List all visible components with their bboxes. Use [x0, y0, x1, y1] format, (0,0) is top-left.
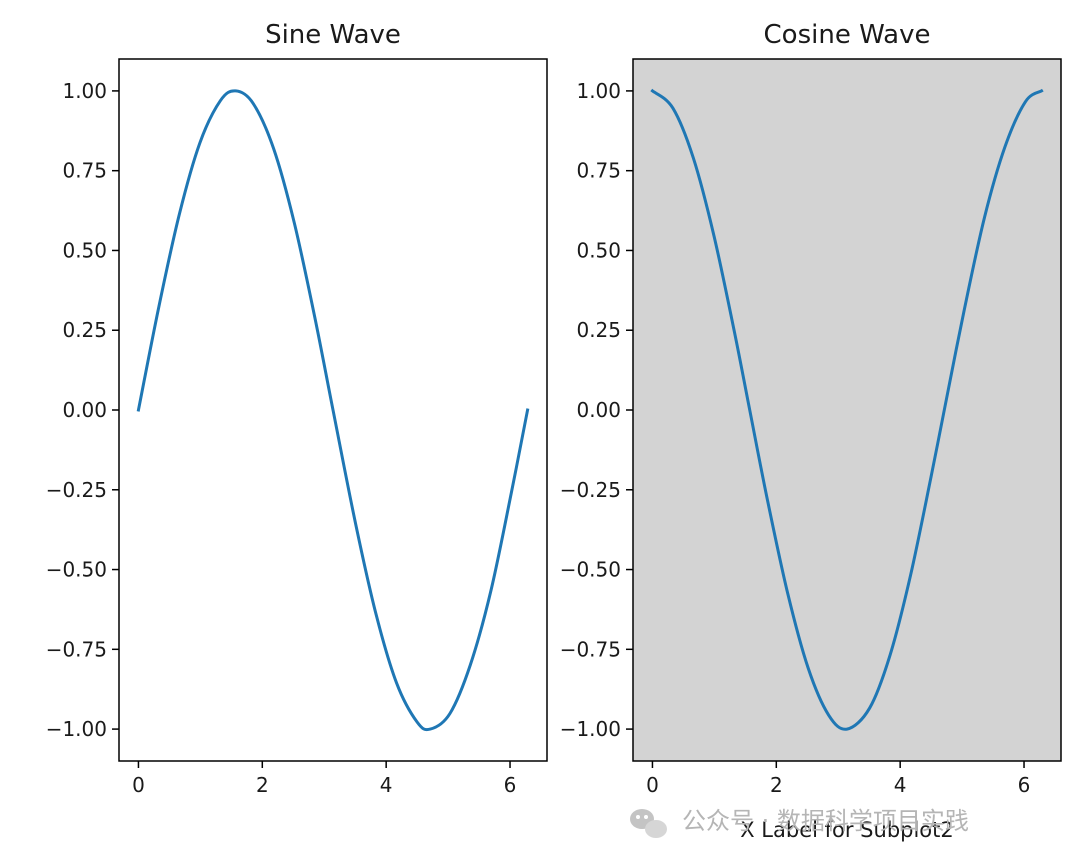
- x-tick-label: 6: [1018, 773, 1031, 797]
- y-tick-label: 0.25: [62, 318, 107, 342]
- x-tick-label: 6: [504, 773, 517, 797]
- y-tick-label: −0.25: [46, 478, 107, 502]
- sine-subplot: 1.00 0.75 0.50 0.25 0.00 −0.25 −0.50 −0.75 −1.00…: [46, 20, 548, 797]
- chart-title: Sine Wave: [265, 20, 401, 50]
- cosine-subplot: 1.00 0.75 0.50 0.25 0.00 −0.25 −0.50 −0.75 −1.00…: [560, 20, 1062, 842]
- y-tick-label: 0.75: [62, 159, 107, 183]
- y-tick-label: 0.75: [576, 159, 621, 183]
- y-tick-label: −0.50: [560, 558, 621, 582]
- x-tick-label: 0: [646, 773, 659, 797]
- x-tick-label: 4: [380, 773, 393, 797]
- y-tick-label: −1.00: [560, 717, 621, 741]
- y-tick-label: −1.00: [46, 717, 107, 741]
- y-tick-label: 1.00: [576, 79, 621, 103]
- y-tick-label: −0.50: [46, 558, 107, 582]
- series-line-0: [136, 89, 530, 732]
- x-tick-label: 4: [894, 773, 907, 797]
- wechat-icon: [630, 809, 667, 838]
- x-tick-label: 2: [256, 773, 269, 797]
- y-tick-label: 0.25: [576, 318, 621, 342]
- y-tick-label: −0.75: [46, 637, 107, 661]
- x-axis-label: X Label for Subplot2: [740, 818, 954, 842]
- watermark: 公众号 · 数据科学项目实践: [630, 807, 969, 838]
- y-tick-label: −0.75: [560, 637, 621, 661]
- x-tick-label: 0: [132, 773, 145, 797]
- y-tick-label: 0.00: [62, 398, 107, 422]
- watermark-text: 公众号 · 数据科学项目实践: [682, 807, 969, 835]
- y-tick-label: 1.00: [62, 79, 107, 103]
- chart-title: Cosine Wave: [764, 20, 931, 50]
- x-tick-label: 2: [770, 773, 783, 797]
- y-tick-label: 0.00: [576, 398, 621, 422]
- y-tick-label: 0.50: [62, 238, 107, 262]
- series-line-0: [650, 88, 1044, 731]
- y-tick-label: −0.25: [560, 478, 621, 502]
- y-tick-label: 0.50: [576, 238, 621, 262]
- plot-area: [633, 59, 1061, 761]
